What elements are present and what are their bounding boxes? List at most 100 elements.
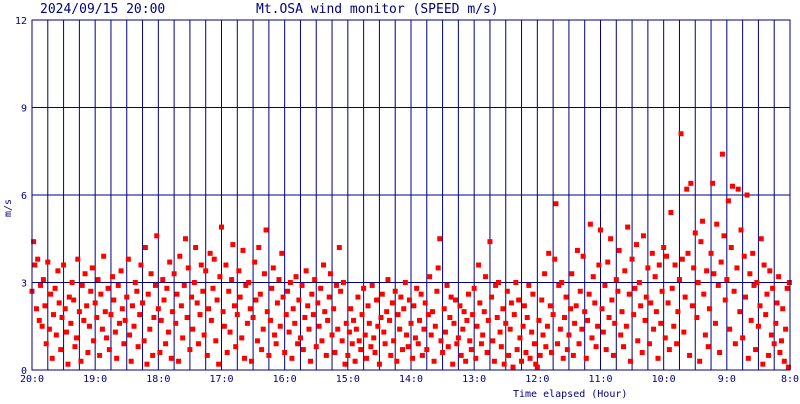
data-point	[635, 338, 641, 344]
data-point	[622, 268, 628, 274]
data-point	[256, 245, 262, 250]
data-point	[753, 347, 759, 353]
data-point	[493, 282, 499, 288]
data-point	[694, 315, 700, 320]
data-point	[605, 259, 611, 265]
data-point	[642, 317, 648, 323]
data-point	[740, 335, 746, 341]
data-point	[730, 183, 736, 189]
data-point	[349, 341, 355, 347]
data-point	[322, 309, 328, 315]
data-point	[89, 265, 95, 271]
data-point	[510, 364, 516, 370]
data-point	[359, 312, 365, 318]
data-point	[405, 344, 411, 350]
data-point	[376, 361, 382, 367]
data-point	[72, 344, 78, 350]
data-point	[157, 350, 163, 355]
data-point	[705, 344, 711, 350]
data-point	[719, 151, 725, 157]
data-point	[56, 300, 62, 306]
data-point	[692, 230, 698, 236]
data-point	[585, 317, 591, 323]
data-point	[646, 341, 652, 347]
data-point	[206, 306, 212, 312]
data-point	[745, 355, 751, 361]
data-point	[760, 361, 766, 367]
data-point	[81, 317, 87, 323]
data-point	[487, 239, 493, 245]
data-point	[92, 300, 98, 306]
data-point	[626, 291, 632, 297]
data-point	[448, 294, 454, 300]
data-point	[587, 221, 593, 227]
data-point	[264, 309, 270, 315]
data-point	[516, 297, 522, 303]
y-tick-label: 0	[21, 366, 27, 377]
data-point	[774, 300, 780, 306]
data-point	[151, 315, 157, 320]
data-point	[615, 288, 621, 294]
data-point	[649, 250, 655, 256]
data-point	[658, 320, 664, 326]
data-point	[643, 294, 649, 300]
data-point	[491, 358, 497, 364]
data-point	[655, 355, 661, 361]
data-point	[84, 303, 90, 309]
data-point	[198, 262, 204, 268]
data-point	[351, 317, 357, 323]
data-point	[778, 338, 784, 344]
data-point	[371, 335, 377, 341]
data-point	[648, 300, 654, 306]
data-point	[766, 352, 772, 358]
data-point	[40, 277, 46, 283]
data-point	[761, 262, 767, 268]
data-point	[276, 277, 282, 283]
data-point	[582, 309, 588, 315]
data-point	[567, 306, 573, 312]
data-point	[286, 329, 292, 335]
data-point	[227, 329, 233, 335]
data-point	[750, 250, 756, 256]
data-point	[115, 282, 121, 288]
data-point	[527, 355, 533, 361]
data-point	[220, 309, 226, 315]
data-point	[781, 358, 787, 364]
data-point	[595, 323, 601, 329]
data-point	[295, 341, 301, 347]
y-tick-label: 3	[21, 279, 27, 290]
data-point	[173, 320, 179, 326]
data-point	[326, 294, 332, 300]
data-point	[201, 332, 207, 338]
data-point	[374, 297, 380, 303]
data-point	[408, 320, 414, 326]
data-point	[524, 315, 530, 320]
data-point	[267, 317, 273, 323]
data-point	[406, 297, 412, 303]
data-point	[672, 262, 678, 268]
data-point	[204, 352, 210, 358]
data-point	[682, 294, 688, 300]
data-point	[412, 335, 418, 341]
data-point	[735, 186, 741, 192]
data-point	[602, 282, 608, 288]
data-point	[473, 355, 479, 361]
data-point	[339, 338, 345, 344]
data-point	[102, 309, 108, 315]
data-point	[731, 288, 737, 294]
data-point	[214, 297, 220, 303]
data-point	[141, 338, 147, 344]
data-point	[757, 303, 763, 309]
data-point	[203, 268, 209, 274]
data-point	[110, 274, 116, 280]
data-point	[708, 250, 714, 256]
data-point	[316, 323, 322, 329]
data-point	[234, 312, 240, 318]
data-point	[253, 297, 259, 303]
x-tick-label: 9:0	[718, 374, 736, 385]
data-point	[321, 262, 327, 268]
data-point	[129, 303, 135, 309]
data-point	[564, 347, 570, 353]
data-point	[105, 285, 111, 291]
data-point	[481, 309, 487, 315]
